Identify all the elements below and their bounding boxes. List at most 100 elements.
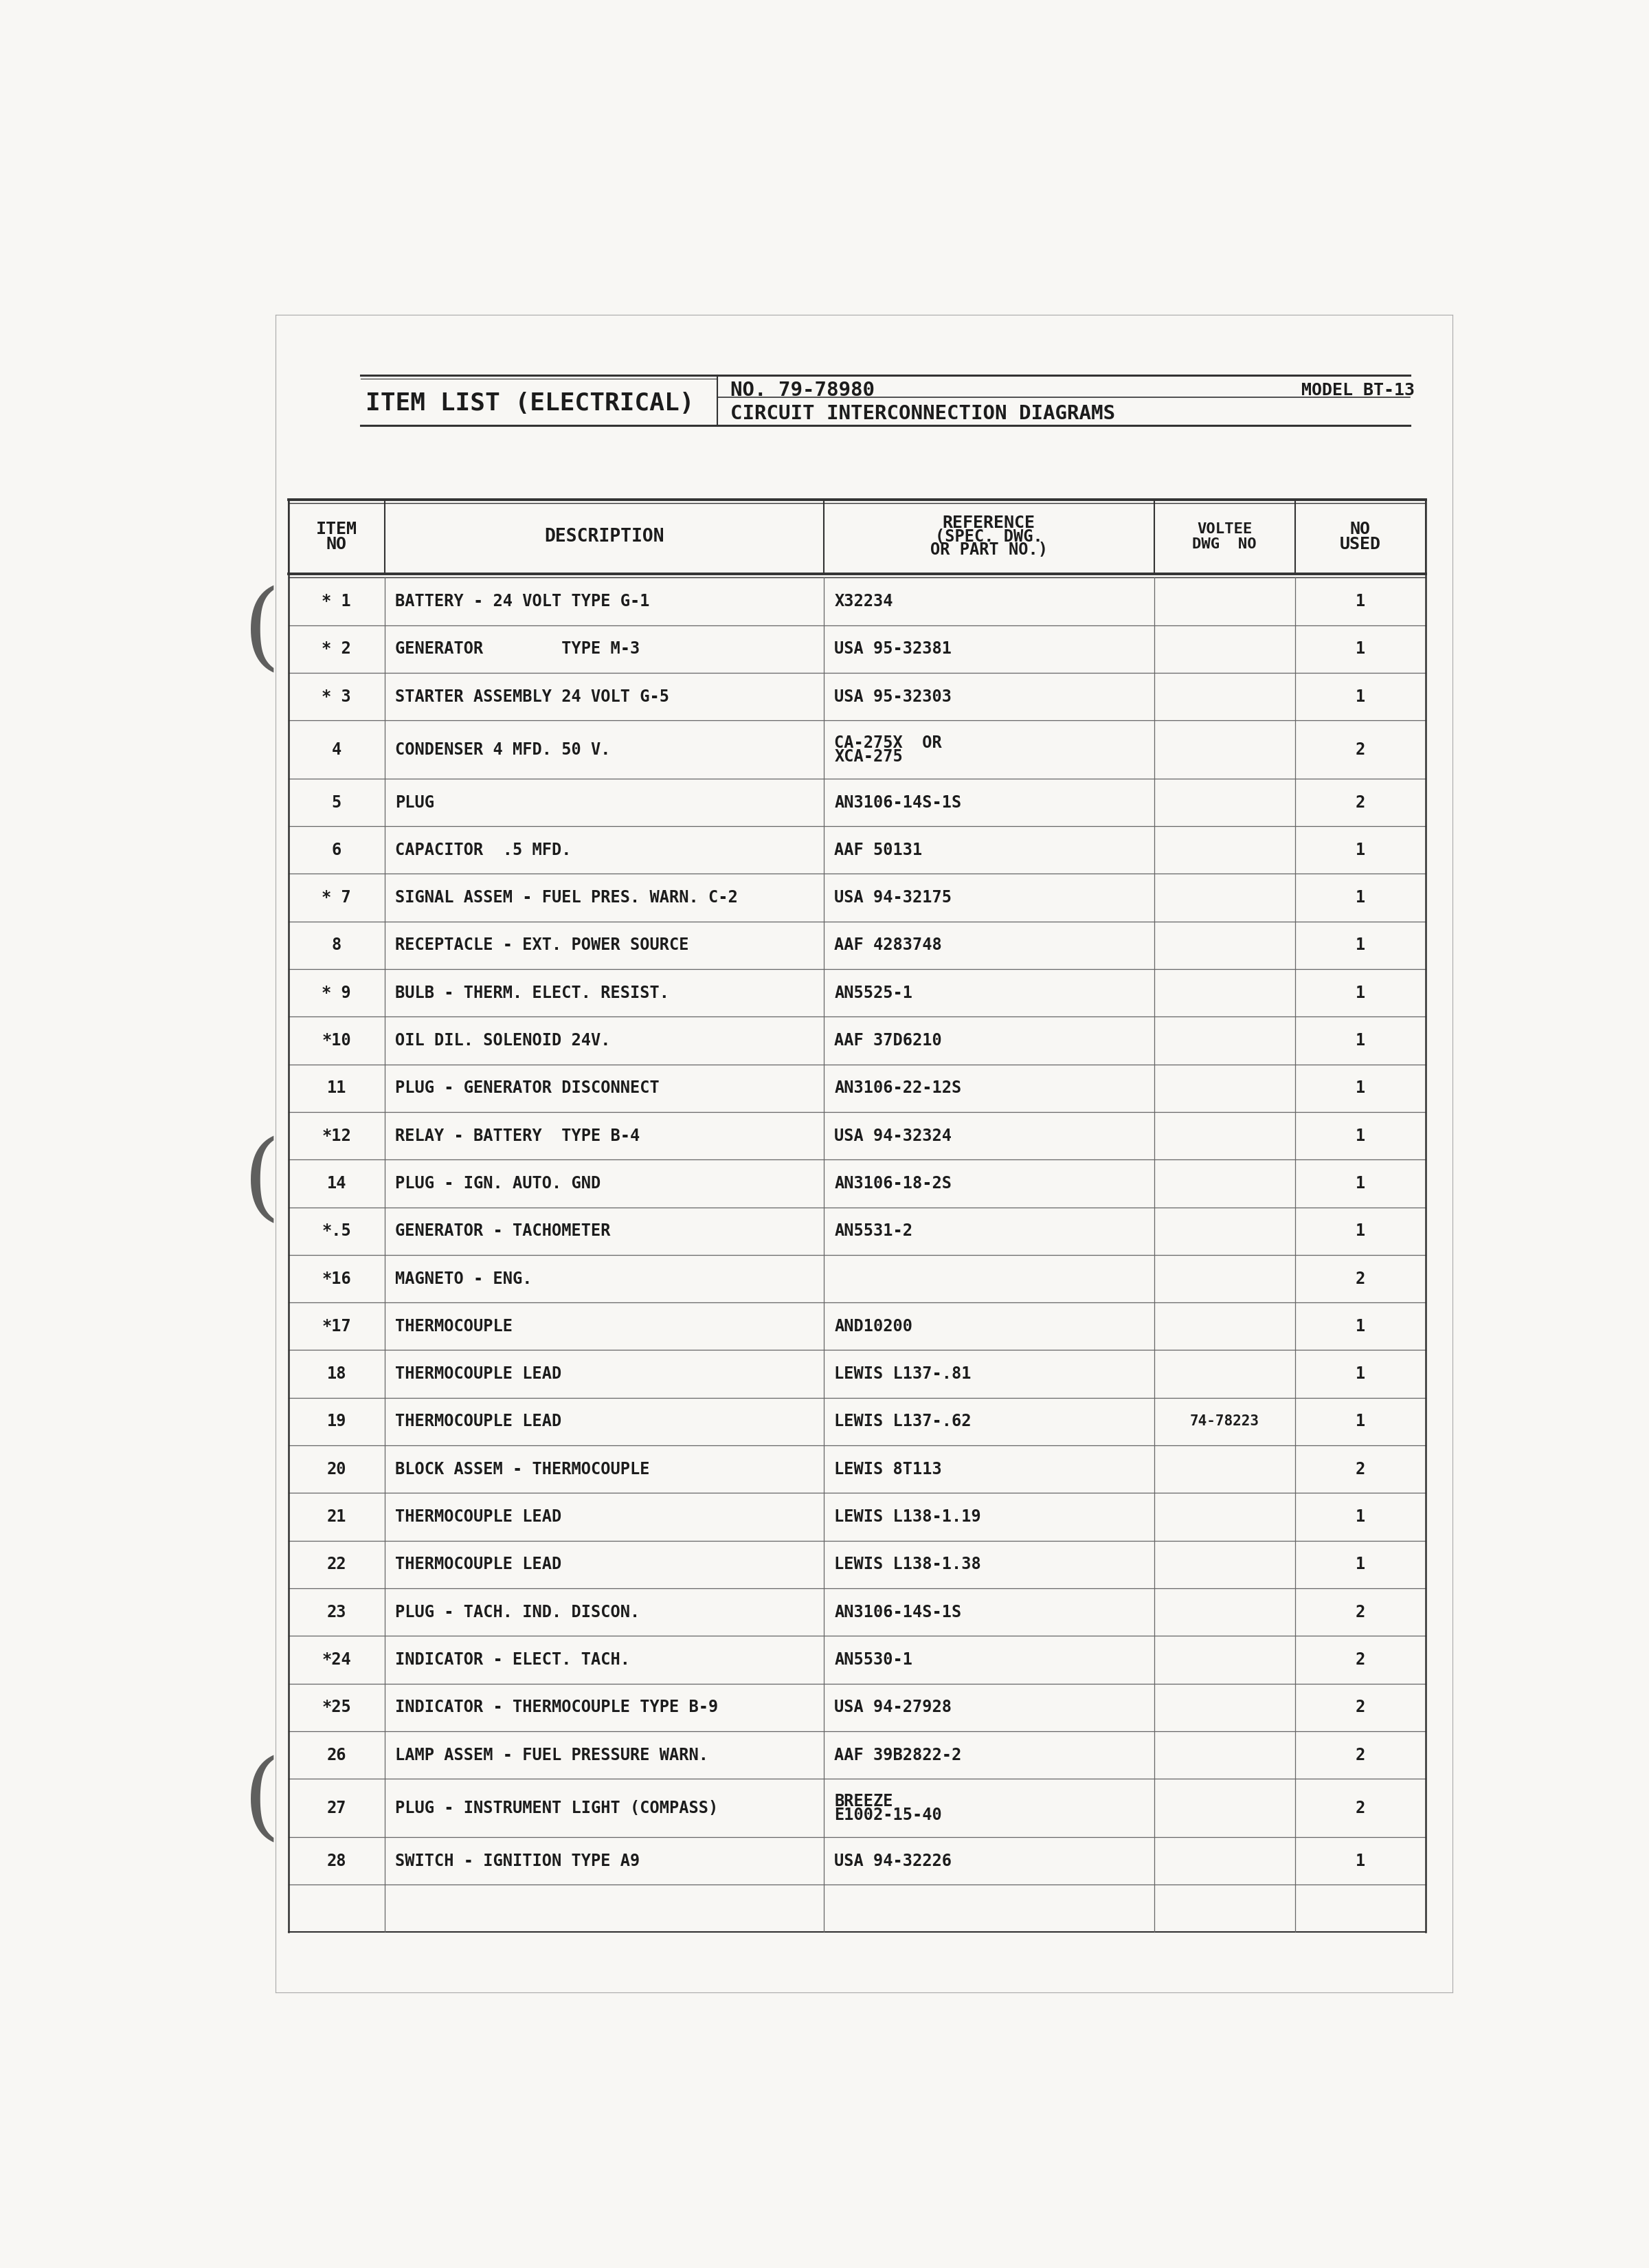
Text: USA 95-32381: USA 95-32381	[834, 640, 951, 658]
Text: 1: 1	[1355, 592, 1365, 610]
Text: USA 94-32175: USA 94-32175	[834, 889, 951, 905]
Text: 2: 2	[1355, 1603, 1365, 1619]
Text: LEWIS L138-1.19: LEWIS L138-1.19	[834, 1508, 981, 1524]
Text: PLUG - GENERATOR DISCONNECT: PLUG - GENERATOR DISCONNECT	[396, 1080, 660, 1095]
Text: AN5531-2: AN5531-2	[834, 1222, 914, 1238]
Text: 20: 20	[327, 1461, 346, 1476]
Text: 14: 14	[327, 1175, 346, 1191]
Text: 8: 8	[331, 937, 341, 953]
Text: 1: 1	[1355, 1175, 1365, 1191]
Text: 2: 2	[1355, 794, 1365, 810]
Text: *12: *12	[322, 1127, 351, 1143]
Text: 1: 1	[1355, 1413, 1365, 1429]
Text: STARTER ASSEMBLY 24 VOLT G-5: STARTER ASSEMBLY 24 VOLT G-5	[396, 687, 669, 705]
Text: AAF 37D6210: AAF 37D6210	[834, 1032, 942, 1048]
Text: 1: 1	[1355, 1080, 1365, 1095]
Text: 26: 26	[327, 1746, 346, 1762]
Text: 22: 22	[327, 1556, 346, 1572]
Text: * 2: * 2	[322, 640, 351, 658]
Text: USED: USED	[1339, 535, 1380, 553]
Text: USA 94-27928: USA 94-27928	[834, 1699, 951, 1715]
Text: THERMOCOUPLE LEAD: THERMOCOUPLE LEAD	[396, 1508, 562, 1524]
Text: *10: *10	[322, 1032, 351, 1048]
Text: 2: 2	[1355, 742, 1365, 758]
Text: PLUG - INSTRUMENT LIGHT (COMPASS): PLUG - INSTRUMENT LIGHT (COMPASS)	[396, 1799, 719, 1817]
Text: *.5: *.5	[322, 1222, 351, 1238]
Text: BULB - THERM. ELECT. RESIST.: BULB - THERM. ELECT. RESIST.	[396, 984, 669, 1000]
Text: PLUG: PLUG	[396, 794, 434, 810]
Text: 1: 1	[1355, 1853, 1365, 1869]
Text: SWITCH - IGNITION TYPE A9: SWITCH - IGNITION TYPE A9	[396, 1853, 640, 1869]
Text: USA 94-32324: USA 94-32324	[834, 1127, 951, 1143]
Text: 1: 1	[1355, 1127, 1365, 1143]
Text: AN3106-14S-1S: AN3106-14S-1S	[834, 1603, 961, 1619]
Text: PLUG - TACH. IND. DISCON.: PLUG - TACH. IND. DISCON.	[396, 1603, 640, 1619]
Text: AN5530-1: AN5530-1	[834, 1651, 914, 1667]
Text: 74-78223: 74-78223	[1191, 1415, 1260, 1429]
Text: INDICATOR - THERMOCOUPLE TYPE B-9: INDICATOR - THERMOCOUPLE TYPE B-9	[396, 1699, 719, 1715]
Text: LEWIS L137-.81: LEWIS L137-.81	[834, 1365, 971, 1381]
Text: 1: 1	[1355, 1556, 1365, 1572]
Text: BREEZE: BREEZE	[834, 1792, 894, 1810]
Text: REFERENCE: REFERENCE	[943, 515, 1036, 531]
Text: 1: 1	[1355, 687, 1365, 705]
Text: THERMOCOUPLE LEAD: THERMOCOUPLE LEAD	[396, 1556, 562, 1572]
Text: PLUG - IGN. AUTO. GND: PLUG - IGN. AUTO. GND	[396, 1175, 600, 1191]
Text: X32234: X32234	[834, 592, 894, 610]
Text: AN3106-18-2S: AN3106-18-2S	[834, 1175, 951, 1191]
Text: 4: 4	[331, 742, 341, 758]
Text: MODEL BT-13: MODEL BT-13	[1301, 381, 1415, 399]
Text: AN3106-14S-1S: AN3106-14S-1S	[834, 794, 961, 810]
Text: 5: 5	[331, 794, 341, 810]
Text: AND10200: AND10200	[834, 1318, 914, 1334]
Text: INDICATOR - ELECT. TACH.: INDICATOR - ELECT. TACH.	[396, 1651, 630, 1667]
Text: DWG  NO: DWG NO	[1192, 538, 1257, 551]
Text: 1: 1	[1355, 1365, 1365, 1381]
Text: OIL DIL. SOLENOID 24V.: OIL DIL. SOLENOID 24V.	[396, 1032, 610, 1048]
Text: THERMOCOUPLE LEAD: THERMOCOUPLE LEAD	[396, 1413, 562, 1429]
Text: 1: 1	[1355, 984, 1365, 1000]
Text: SIGNAL ASSEM - FUEL PRES. WARN. C-2: SIGNAL ASSEM - FUEL PRES. WARN. C-2	[396, 889, 737, 905]
Text: (: (	[244, 1755, 280, 1848]
Text: USA 94-32226: USA 94-32226	[834, 1853, 951, 1869]
Text: * 1: * 1	[322, 592, 351, 610]
Text: 1: 1	[1355, 1222, 1365, 1238]
Text: GENERATOR - TACHOMETER: GENERATOR - TACHOMETER	[396, 1222, 610, 1238]
Text: MAGNETO - ENG.: MAGNETO - ENG.	[396, 1270, 533, 1286]
Text: CA-275X  OR: CA-275X OR	[834, 735, 942, 751]
Text: LEWIS L138-1.38: LEWIS L138-1.38	[834, 1556, 981, 1572]
Text: CONDENSER 4 MFD. 50 V.: CONDENSER 4 MFD. 50 V.	[396, 742, 610, 758]
Text: XCA-275: XCA-275	[834, 748, 904, 764]
Text: BATTERY - 24 VOLT TYPE G-1: BATTERY - 24 VOLT TYPE G-1	[396, 592, 650, 610]
Text: NO: NO	[327, 535, 346, 553]
Text: RECEPTACLE - EXT. POWER SOURCE: RECEPTACLE - EXT. POWER SOURCE	[396, 937, 689, 953]
Text: 1: 1	[1355, 937, 1365, 953]
Text: 2: 2	[1355, 1270, 1365, 1286]
Text: AAF 50131: AAF 50131	[834, 841, 922, 857]
Text: 11: 11	[327, 1080, 346, 1095]
Text: CIRCUIT INTERCONNECTION DIAGRAMS: CIRCUIT INTERCONNECTION DIAGRAMS	[731, 404, 1115, 424]
Text: 2: 2	[1355, 1699, 1365, 1715]
Text: 2: 2	[1355, 1746, 1365, 1762]
Text: * 7: * 7	[322, 889, 351, 905]
Text: 18: 18	[327, 1365, 346, 1381]
Text: ITEM: ITEM	[317, 522, 358, 538]
Text: AAF 4283748: AAF 4283748	[834, 937, 942, 953]
Text: *24: *24	[322, 1651, 351, 1667]
Text: 1: 1	[1355, 1032, 1365, 1048]
Text: CAPACITOR  .5 MFD.: CAPACITOR .5 MFD.	[396, 841, 572, 857]
Text: 19: 19	[327, 1413, 346, 1429]
Text: E1002-15-40: E1002-15-40	[834, 1808, 942, 1823]
Text: * 9: * 9	[322, 984, 351, 1000]
Text: DESCRIPTION: DESCRIPTION	[544, 528, 665, 547]
Text: LEWIS 8T113: LEWIS 8T113	[834, 1461, 942, 1476]
Text: OR PART NO.): OR PART NO.)	[930, 542, 1047, 558]
Text: *25: *25	[322, 1699, 351, 1715]
Text: 6: 6	[331, 841, 341, 857]
Text: 1: 1	[1355, 1508, 1365, 1524]
Text: 23: 23	[327, 1603, 346, 1619]
Text: 21: 21	[327, 1508, 346, 1524]
Text: 1: 1	[1355, 841, 1365, 857]
Text: THERMOCOUPLE LEAD: THERMOCOUPLE LEAD	[396, 1365, 562, 1381]
Text: LAMP ASSEM - FUEL PRESSURE WARN.: LAMP ASSEM - FUEL PRESSURE WARN.	[396, 1746, 709, 1762]
